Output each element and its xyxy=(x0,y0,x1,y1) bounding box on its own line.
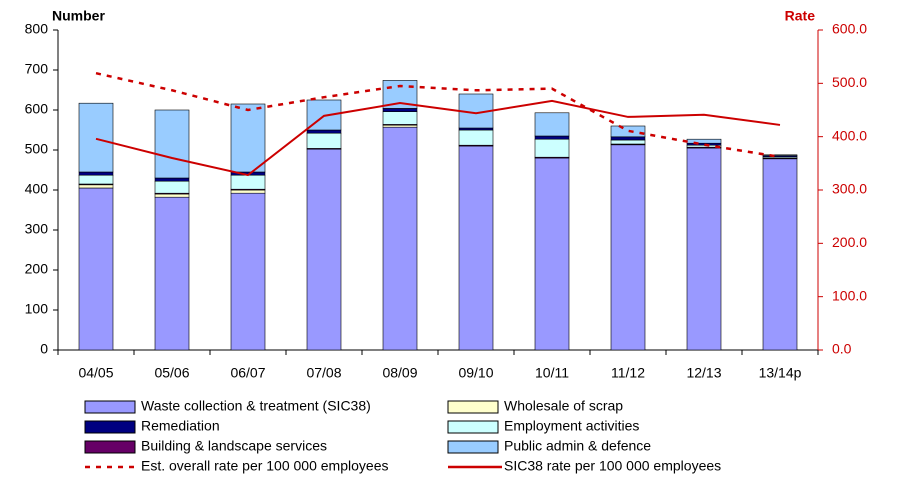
y-axis-label: Number xyxy=(52,8,105,24)
bar-segment xyxy=(154,109,190,179)
y-tick-label: 300 xyxy=(25,221,49,237)
legend-swatch xyxy=(84,400,136,414)
bar-segment xyxy=(382,108,418,112)
bar-segment xyxy=(306,132,342,149)
y2-tick-label: 300.0 xyxy=(832,181,867,197)
legend-label: Wholesale of scrap xyxy=(504,398,623,414)
bar-segment xyxy=(382,126,418,351)
legend-label: Waste collection & treatment (SIC38) xyxy=(141,398,371,414)
x-tick-label: 10/11 xyxy=(535,365,569,381)
bar-segment xyxy=(306,148,342,351)
legend-swatch xyxy=(447,420,499,434)
bar-segment xyxy=(78,184,114,189)
y-tick-label: 600 xyxy=(25,101,49,117)
bar-segment xyxy=(458,145,494,351)
y2-tick-label: 200.0 xyxy=(832,234,867,250)
bar-segment xyxy=(686,142,722,146)
bar-segment xyxy=(686,147,722,351)
bar-segment xyxy=(382,111,418,125)
bar-segment xyxy=(686,138,722,144)
bar-segment xyxy=(762,154,798,156)
legend-label: Employment activities xyxy=(504,418,639,434)
x-tick-label: 12/13 xyxy=(686,365,721,381)
bar-segment xyxy=(534,112,570,137)
legend-swatch xyxy=(84,440,136,454)
x-tick-label: 05/06 xyxy=(154,365,189,381)
bar-segment xyxy=(610,144,646,351)
y-tick-label: 0 xyxy=(40,341,48,357)
bar-segment xyxy=(610,125,646,138)
bar-segment xyxy=(534,135,570,140)
bar-segment xyxy=(154,193,190,198)
x-tick-label: 08/09 xyxy=(382,365,417,381)
bar-segment xyxy=(534,157,570,351)
legend-label: Est. overall rate per 100 000 employees xyxy=(141,458,388,474)
bar-segment xyxy=(230,189,266,194)
bar-segment xyxy=(762,158,798,351)
legend-label: SIC38 rate per 100 000 employees xyxy=(504,458,721,474)
y-tick-label: 800 xyxy=(25,21,49,37)
legend-swatch xyxy=(447,440,499,454)
x-tick-label: 06/07 xyxy=(230,365,265,381)
legend-swatch xyxy=(84,420,136,434)
bar-segment xyxy=(154,196,190,351)
legend-label: Remediation xyxy=(141,418,220,434)
y-tick-label: 400 xyxy=(25,181,49,197)
y-tick-label: 200 xyxy=(25,261,49,277)
y-tick-label: 500 xyxy=(25,141,49,157)
y-tick-label: 100 xyxy=(25,301,49,317)
legend-swatch xyxy=(447,400,499,414)
bar-segment xyxy=(78,102,114,173)
x-tick-label: 11/12 xyxy=(611,365,645,381)
bar-segment xyxy=(78,171,114,176)
y2-tick-label: 100.0 xyxy=(832,287,867,303)
y2-axis-label: Rate xyxy=(785,8,816,24)
bar-segment xyxy=(78,187,114,351)
bar-segment xyxy=(78,174,114,185)
bar-segment xyxy=(230,192,266,351)
legend-label: Building & landscape services xyxy=(141,438,327,454)
x-tick-label: 04/05 xyxy=(78,365,113,381)
line-series xyxy=(95,71,781,159)
y2-tick-label: 600.0 xyxy=(832,21,867,37)
bar-segment xyxy=(230,103,266,173)
x-tick-label: 07/08 xyxy=(306,365,341,381)
legend-label: Public admin & defence xyxy=(504,438,651,454)
bar-segment xyxy=(458,129,494,146)
bar-segment xyxy=(610,139,646,145)
y2-tick-label: 400.0 xyxy=(832,127,867,143)
y2-tick-label: 0.0 xyxy=(832,341,852,357)
x-tick-label: 13/14p xyxy=(759,365,802,381)
x-tick-label: 09/10 xyxy=(458,365,493,381)
bar-segment xyxy=(306,129,342,134)
y-tick-label: 700 xyxy=(25,61,49,77)
bar-segment xyxy=(154,177,190,182)
bar-segment xyxy=(534,138,570,158)
bar-segment xyxy=(458,127,494,131)
bar-segment xyxy=(230,174,266,190)
line-series xyxy=(95,99,781,177)
bar-segment xyxy=(610,136,646,141)
bar-segment xyxy=(154,180,190,194)
y2-tick-label: 500.0 xyxy=(832,74,867,90)
